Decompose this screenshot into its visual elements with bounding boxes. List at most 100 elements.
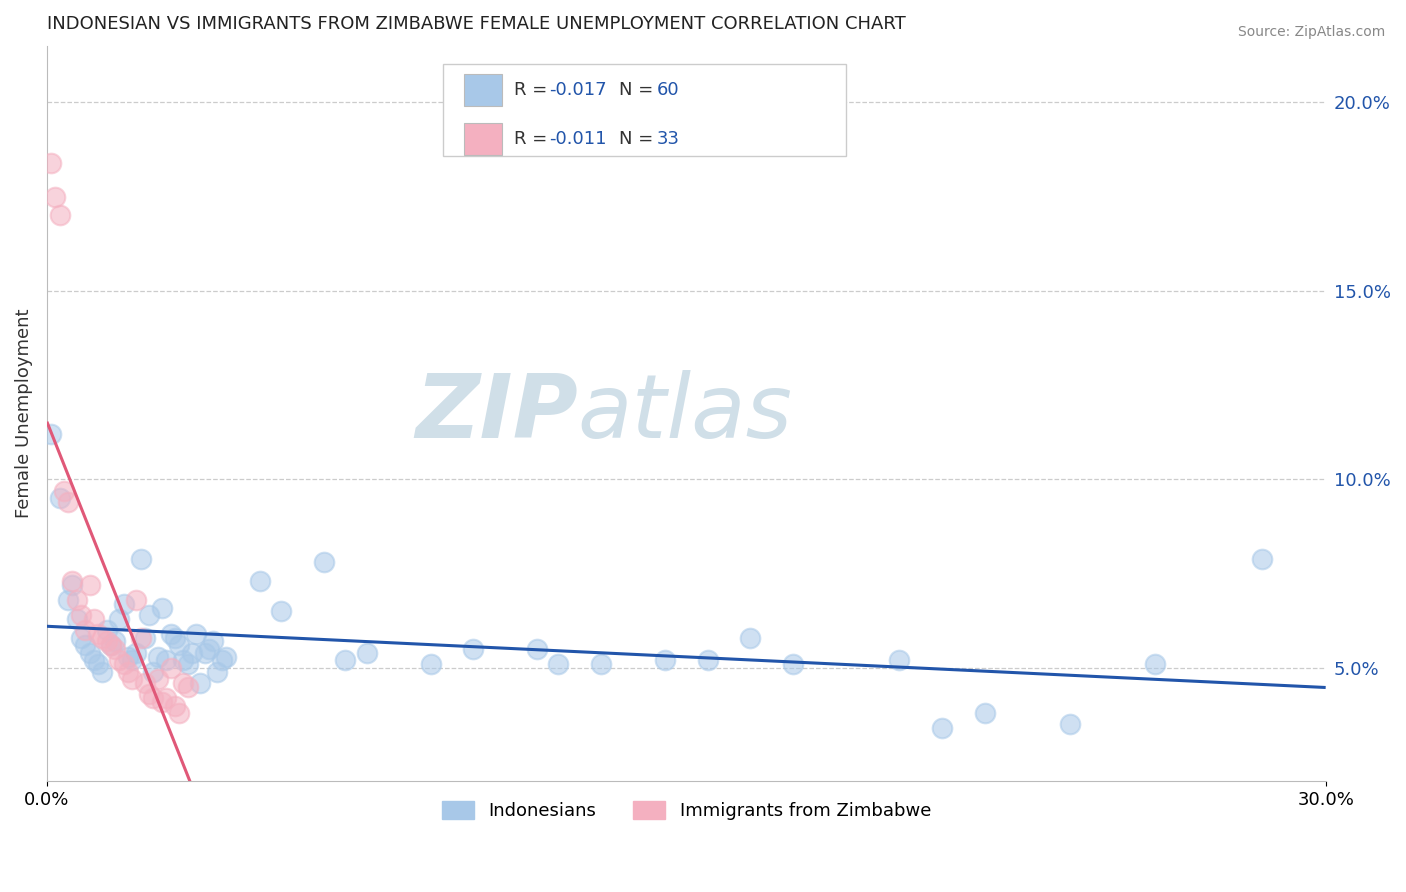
Point — [1144, 657, 1167, 672]
Point — [87, 627, 110, 641]
Text: N =: N = — [619, 130, 658, 148]
Text: R =: R = — [513, 130, 553, 148]
Text: R =: R = — [513, 81, 553, 99]
Point — [419, 657, 441, 672]
Point — [215, 649, 238, 664]
Point — [155, 653, 177, 667]
Point — [188, 676, 211, 690]
Point — [112, 597, 135, 611]
Point — [62, 578, 84, 592]
Point — [75, 623, 97, 637]
Point — [48, 208, 70, 222]
Point — [58, 593, 80, 607]
Point — [129, 551, 152, 566]
Point — [163, 631, 186, 645]
Point — [96, 634, 118, 648]
Point — [62, 574, 84, 588]
Point — [312, 555, 335, 569]
Text: -0.017: -0.017 — [550, 81, 607, 99]
Point — [150, 600, 173, 615]
Point — [100, 638, 122, 652]
Point — [176, 657, 198, 672]
Legend: Indonesians, Immigrants from Zimbabwe: Indonesians, Immigrants from Zimbabwe — [434, 793, 938, 827]
Point — [150, 695, 173, 709]
Point — [70, 631, 93, 645]
Point — [782, 657, 804, 672]
Text: 33: 33 — [657, 130, 681, 148]
Text: 60: 60 — [657, 81, 679, 99]
Text: INDONESIAN VS IMMIGRANTS FROM ZIMBABWE FEMALE UNEMPLOYMENT CORRELATION CHART: INDONESIAN VS IMMIGRANTS FROM ZIMBABWE F… — [46, 15, 905, 33]
Point — [44, 189, 66, 203]
Point — [211, 653, 233, 667]
Text: -0.011: -0.011 — [550, 130, 607, 148]
Point — [117, 649, 139, 664]
Point — [973, 706, 995, 720]
Point — [138, 687, 160, 701]
Point — [39, 427, 62, 442]
Point — [138, 608, 160, 623]
Point — [889, 653, 911, 667]
FancyBboxPatch shape — [464, 123, 502, 155]
Point — [207, 665, 229, 679]
Point — [39, 155, 62, 169]
Point — [163, 698, 186, 713]
Point — [125, 646, 148, 660]
Point — [172, 653, 194, 667]
Point — [180, 646, 202, 660]
Point — [112, 657, 135, 672]
Point — [547, 657, 569, 672]
Point — [198, 642, 221, 657]
Point — [79, 646, 101, 660]
Point — [117, 665, 139, 679]
Point — [58, 495, 80, 509]
Point — [142, 665, 165, 679]
Point — [172, 676, 194, 690]
Point — [70, 608, 93, 623]
Point — [1059, 717, 1081, 731]
Point — [104, 642, 127, 657]
Point — [134, 631, 156, 645]
Point — [66, 612, 89, 626]
Point — [194, 646, 217, 660]
Point — [121, 672, 143, 686]
Point — [75, 638, 97, 652]
Point — [184, 627, 207, 641]
Point — [159, 661, 181, 675]
Point — [654, 653, 676, 667]
Point — [1250, 551, 1272, 566]
Point — [79, 578, 101, 592]
Point — [104, 634, 127, 648]
Point — [155, 691, 177, 706]
Point — [202, 634, 225, 648]
FancyBboxPatch shape — [464, 74, 502, 106]
Point — [134, 676, 156, 690]
Text: ZIP: ZIP — [415, 370, 578, 457]
Point — [100, 638, 122, 652]
Point — [696, 653, 718, 667]
Text: atlas: atlas — [578, 370, 793, 457]
Point — [48, 491, 70, 505]
Text: N =: N = — [619, 81, 658, 99]
Text: Source: ZipAtlas.com: Source: ZipAtlas.com — [1237, 25, 1385, 39]
Point — [121, 653, 143, 667]
Point — [176, 680, 198, 694]
Point — [129, 631, 152, 645]
Point — [167, 638, 190, 652]
Y-axis label: Female Unemployment: Female Unemployment — [15, 309, 32, 518]
Point — [83, 612, 105, 626]
Point — [83, 653, 105, 667]
Point — [335, 653, 357, 667]
Point — [52, 483, 75, 498]
Point — [270, 604, 292, 618]
Point — [463, 642, 485, 657]
Point — [526, 642, 548, 657]
Point — [356, 646, 378, 660]
Point — [146, 672, 169, 686]
Point — [589, 657, 612, 672]
Point — [108, 612, 131, 626]
Point — [159, 627, 181, 641]
Point — [96, 623, 118, 637]
Point — [91, 665, 114, 679]
Point — [146, 649, 169, 664]
Point — [87, 657, 110, 672]
